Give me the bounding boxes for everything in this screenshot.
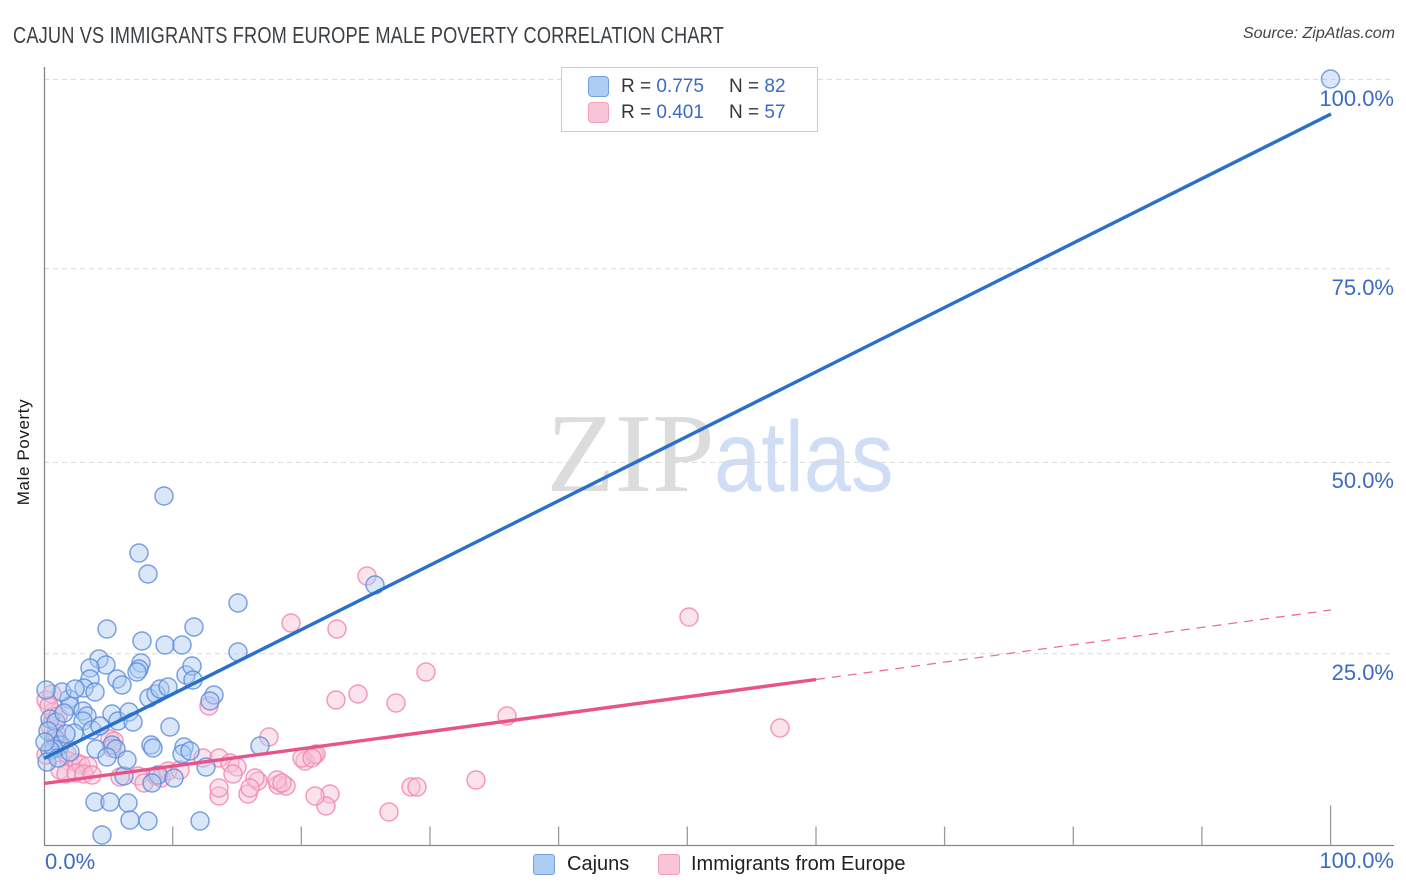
svg-text:atlas: atlas (714, 400, 894, 512)
svg-text:ZIP: ZIP (547, 392, 715, 516)
